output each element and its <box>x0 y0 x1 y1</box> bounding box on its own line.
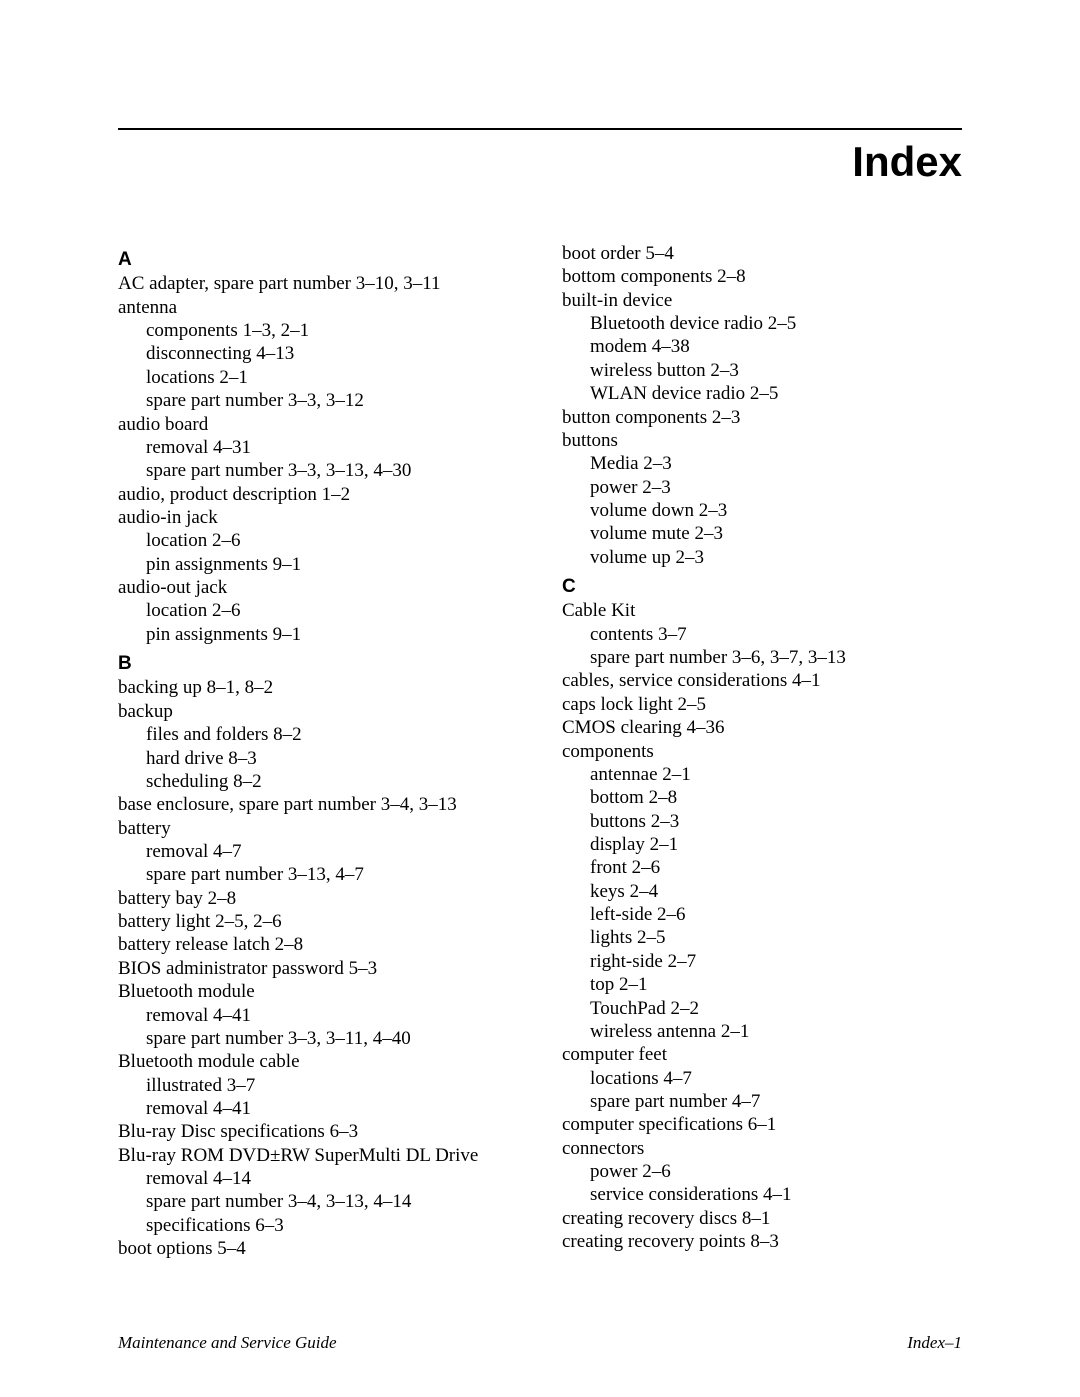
index-entry: spare part number 3–4, 3–13, 4–14 <box>118 1190 518 1213</box>
index-entry: service considerations 4–1 <box>562 1183 962 1206</box>
page-footer: Maintenance and Service Guide Index–1 <box>118 1333 962 1353</box>
index-entry: volume up 2–3 <box>562 546 962 569</box>
index-entry: computer specifications 6–1 <box>562 1113 962 1136</box>
index-entry: spare part number 3–3, 3–11, 4–40 <box>118 1027 518 1050</box>
index-entry: base enclosure, spare part number 3–4, 3… <box>118 793 518 816</box>
index-entry: right-side 2–7 <box>562 950 962 973</box>
index-entry: hard drive 8–3 <box>118 747 518 770</box>
section-c-body: Cable Kitcontents 3–7spare part number 3… <box>562 599 962 1253</box>
index-entry: spare part number 3–6, 3–7, 3–13 <box>562 646 962 669</box>
index-entry: antennae 2–1 <box>562 763 962 786</box>
index-entry: power 2–6 <box>562 1160 962 1183</box>
section-heading-b: B <box>118 652 518 675</box>
index-entry: illustrated 3–7 <box>118 1074 518 1097</box>
index-entry: Blu-ray Disc specifications 6–3 <box>118 1120 518 1143</box>
index-entry: location 2–6 <box>118 599 518 622</box>
index-entry: audio-out jack <box>118 576 518 599</box>
index-entry: removal 4–7 <box>118 840 518 863</box>
top-rule <box>118 128 962 130</box>
index-entry: built-in device <box>562 289 962 312</box>
index-entry: wireless antenna 2–1 <box>562 1020 962 1043</box>
index-entry: components <box>562 740 962 763</box>
index-entry: Cable Kit <box>562 599 962 622</box>
footer-left: Maintenance and Service Guide <box>118 1333 337 1353</box>
index-entry: removal 4–41 <box>118 1097 518 1120</box>
index-entry: AC adapter, spare part number 3–10, 3–11 <box>118 272 518 295</box>
index-entry: files and folders 8–2 <box>118 723 518 746</box>
index-entry: buttons <box>562 429 962 452</box>
index-entry: battery <box>118 817 518 840</box>
footer-right: Index–1 <box>907 1333 962 1353</box>
section-heading-a: A <box>118 248 518 271</box>
page-title: Index <box>118 138 962 186</box>
index-entry: components 1–3, 2–1 <box>118 319 518 342</box>
index-entry: bottom 2–8 <box>562 786 962 809</box>
index-entry: button components 2–3 <box>562 406 962 429</box>
index-entry: pin assignments 9–1 <box>118 623 518 646</box>
index-entry: CMOS clearing 4–36 <box>562 716 962 739</box>
index-entry: WLAN device radio 2–5 <box>562 382 962 405</box>
index-entry: lights 2–5 <box>562 926 962 949</box>
index-entry: pin assignments 9–1 <box>118 553 518 576</box>
index-entry: modem 4–38 <box>562 335 962 358</box>
index-entry: computer feet <box>562 1043 962 1066</box>
index-entry: top 2–1 <box>562 973 962 996</box>
index-entry: spare part number 3–3, 3–13, 4–30 <box>118 459 518 482</box>
index-entry: specifications 6–3 <box>118 1214 518 1237</box>
index-entry: boot order 5–4 <box>562 242 962 265</box>
index-entry: display 2–1 <box>562 833 962 856</box>
index-entry: cables, service considerations 4–1 <box>562 669 962 692</box>
index-entry: locations 2–1 <box>118 366 518 389</box>
index-entry: left-side 2–6 <box>562 903 962 926</box>
index-entry: creating recovery discs 8–1 <box>562 1207 962 1230</box>
index-entry: boot options 5–4 <box>118 1237 518 1260</box>
index-entry: power 2–3 <box>562 476 962 499</box>
index-entry: Bluetooth module cable <box>118 1050 518 1073</box>
index-entry: audio board <box>118 413 518 436</box>
index-entry: antenna <box>118 296 518 319</box>
index-entry: connectors <box>562 1137 962 1160</box>
index-entry: Blu-ray ROM DVD±RW SuperMulti DL Drive <box>118 1144 518 1167</box>
section-b-cont-body: boot order 5–4bottom components 2–8built… <box>562 242 962 569</box>
index-entry: keys 2–4 <box>562 880 962 903</box>
section-a-body: AC adapter, spare part number 3–10, 3–11… <box>118 272 518 646</box>
index-entry: battery light 2–5, 2–6 <box>118 910 518 933</box>
index-entry: removal 4–41 <box>118 1004 518 1027</box>
index-entry: spare part number 3–3, 3–12 <box>118 389 518 412</box>
index-entry: locations 4–7 <box>562 1067 962 1090</box>
index-entry: creating recovery points 8–3 <box>562 1230 962 1253</box>
right-column: boot order 5–4bottom components 2–8built… <box>562 242 962 1260</box>
index-entry: Bluetooth device radio 2–5 <box>562 312 962 335</box>
index-entry: volume mute 2–3 <box>562 522 962 545</box>
index-entry: bottom components 2–8 <box>562 265 962 288</box>
index-entry: spare part number 3–13, 4–7 <box>118 863 518 886</box>
index-entry: scheduling 8–2 <box>118 770 518 793</box>
index-entry: BIOS administrator password 5–3 <box>118 957 518 980</box>
index-entry: wireless button 2–3 <box>562 359 962 382</box>
index-entry: audio, product description 1–2 <box>118 483 518 506</box>
index-entry: disconnecting 4–13 <box>118 342 518 365</box>
index-entry: volume down 2–3 <box>562 499 962 522</box>
index-entry: Bluetooth module <box>118 980 518 1003</box>
section-heading-c: C <box>562 575 962 598</box>
index-entry: contents 3–7 <box>562 623 962 646</box>
index-entry: front 2–6 <box>562 856 962 879</box>
index-entry: audio-in jack <box>118 506 518 529</box>
index-entry: removal 4–31 <box>118 436 518 459</box>
index-entry: spare part number 4–7 <box>562 1090 962 1113</box>
index-entry: backup <box>118 700 518 723</box>
index-entry: buttons 2–3 <box>562 810 962 833</box>
index-columns: A AC adapter, spare part number 3–10, 3–… <box>118 242 962 1260</box>
index-entry: backing up 8–1, 8–2 <box>118 676 518 699</box>
section-b-body: backing up 8–1, 8–2backupfiles and folde… <box>118 676 518 1260</box>
index-entry: battery bay 2–8 <box>118 887 518 910</box>
index-entry: caps lock light 2–5 <box>562 693 962 716</box>
index-entry: Media 2–3 <box>562 452 962 475</box>
index-entry: removal 4–14 <box>118 1167 518 1190</box>
index-page: Index A AC adapter, spare part number 3–… <box>118 128 962 1260</box>
index-entry: battery release latch 2–8 <box>118 933 518 956</box>
index-entry: TouchPad 2–2 <box>562 997 962 1020</box>
left-column: A AC adapter, spare part number 3–10, 3–… <box>118 242 518 1260</box>
index-entry: location 2–6 <box>118 529 518 552</box>
